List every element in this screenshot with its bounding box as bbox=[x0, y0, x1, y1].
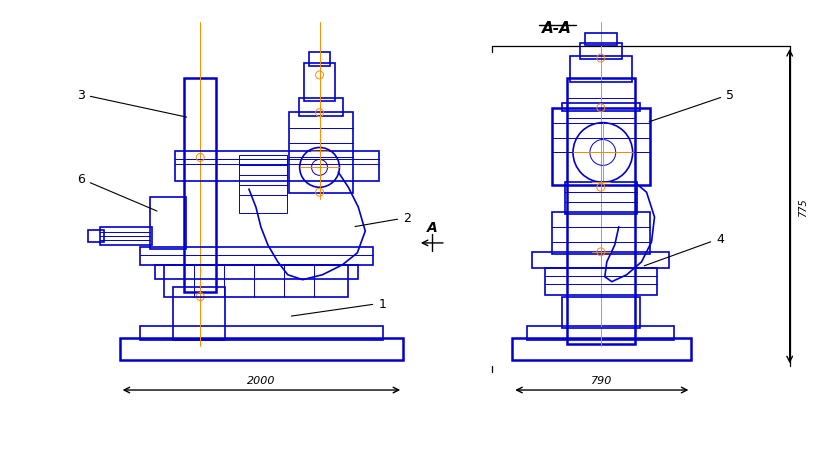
Text: 1: 1 bbox=[292, 297, 386, 316]
Bar bbox=[567, 79, 635, 345]
Bar bbox=[88, 230, 104, 242]
Bar bbox=[562, 104, 640, 112]
Bar bbox=[174, 287, 225, 341]
Bar bbox=[309, 53, 331, 67]
Bar bbox=[532, 252, 669, 268]
Text: A-A: A-A bbox=[542, 21, 572, 36]
Bar bbox=[100, 228, 152, 246]
Text: 790: 790 bbox=[591, 375, 613, 385]
Bar bbox=[184, 79, 216, 292]
Bar bbox=[527, 327, 674, 341]
Text: A: A bbox=[427, 220, 437, 235]
Bar bbox=[299, 99, 343, 117]
Bar bbox=[562, 297, 640, 329]
Bar bbox=[513, 339, 691, 360]
Bar bbox=[304, 64, 336, 101]
Bar bbox=[155, 265, 358, 279]
Bar bbox=[570, 57, 631, 83]
Bar bbox=[239, 156, 287, 213]
Bar bbox=[150, 198, 187, 249]
Text: 2000: 2000 bbox=[247, 375, 275, 385]
Bar bbox=[580, 44, 622, 60]
Text: 2: 2 bbox=[355, 212, 411, 227]
Bar bbox=[139, 327, 383, 341]
Bar bbox=[175, 152, 379, 182]
Text: 6: 6 bbox=[77, 173, 157, 212]
Bar bbox=[552, 213, 649, 254]
Bar bbox=[165, 265, 348, 297]
Bar bbox=[552, 108, 649, 186]
Text: 775: 775 bbox=[798, 197, 808, 216]
Text: 4: 4 bbox=[645, 232, 724, 266]
Bar bbox=[545, 268, 658, 295]
Bar bbox=[139, 247, 373, 265]
Text: 5: 5 bbox=[649, 89, 734, 123]
Bar bbox=[120, 339, 403, 360]
Bar bbox=[289, 112, 353, 194]
Bar bbox=[585, 34, 617, 46]
Bar bbox=[565, 183, 636, 215]
Text: 3: 3 bbox=[77, 89, 187, 118]
